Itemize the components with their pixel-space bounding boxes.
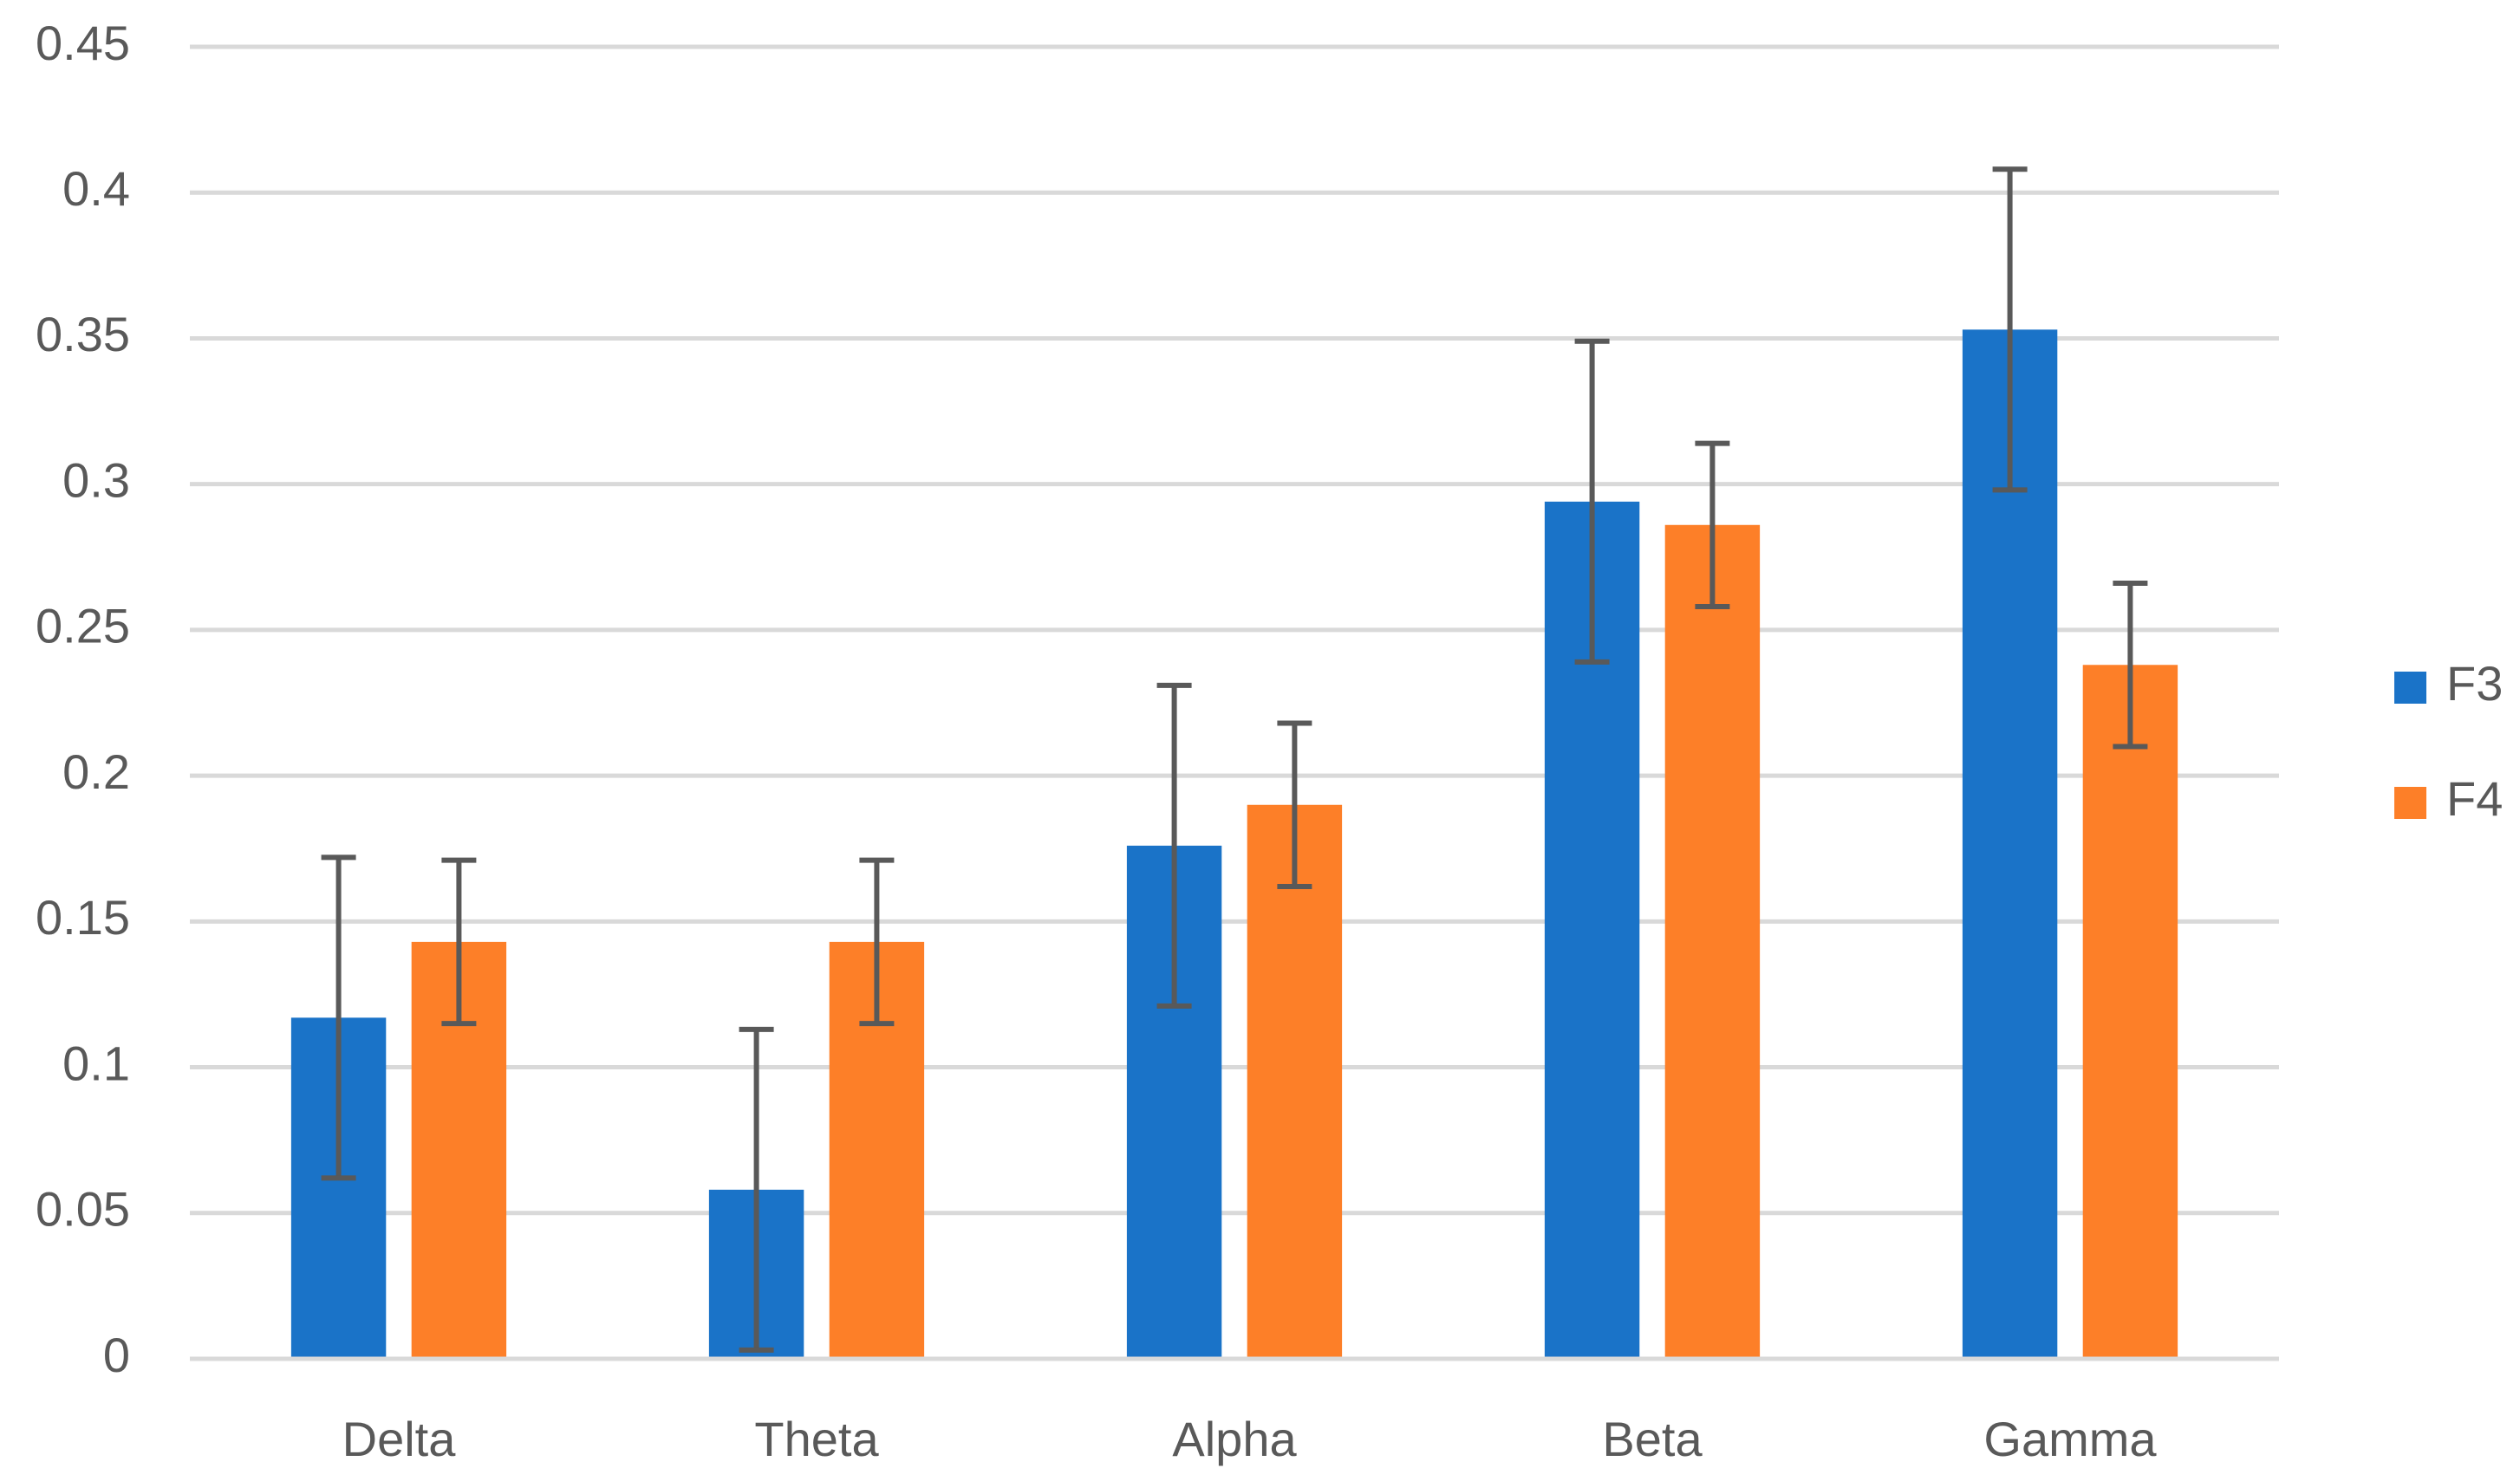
- y-tick-label: 0.3: [62, 452, 130, 507]
- x-tick-label: Delta: [342, 1412, 457, 1466]
- error-bar: [739, 1026, 774, 1353]
- error-bar: [1695, 440, 1730, 609]
- y-tick-label: 0.15: [36, 890, 130, 945]
- error-bar: [859, 857, 895, 1027]
- bar: [2082, 665, 2178, 1359]
- bar: [1962, 329, 2058, 1360]
- y-tick-label: 0.45: [36, 16, 130, 70]
- y-tick-label: 0.2: [62, 744, 130, 799]
- legend-swatch: [2394, 672, 2426, 704]
- error-bar: [1277, 720, 1312, 889]
- y-tick-label: 0.1: [62, 1036, 130, 1090]
- error-bar: [1992, 166, 2028, 493]
- x-tick-label: Alpha: [1172, 1412, 1297, 1466]
- x-tick-label: Gamma: [1983, 1412, 2157, 1466]
- error-bar: [2113, 581, 2148, 750]
- y-tick-label: 0.35: [36, 307, 130, 361]
- x-tick-label: Theta: [754, 1412, 879, 1466]
- y-tick-label: 0.4: [62, 161, 130, 216]
- legend-label: F4: [2446, 771, 2503, 826]
- error-bar: [321, 854, 356, 1181]
- error-bar: [1574, 338, 1610, 665]
- y-tick-label: 0.05: [36, 1182, 130, 1237]
- y-tick-label: 0: [103, 1328, 130, 1382]
- legend-swatch: [2394, 787, 2426, 819]
- error-bar: [441, 857, 477, 1027]
- bar: [1664, 524, 1761, 1359]
- bar: [1247, 804, 1343, 1359]
- y-tick-label: 0.25: [36, 599, 130, 653]
- legend-label: F3: [2446, 656, 2503, 711]
- x-tick-label: Beta: [1602, 1412, 1703, 1466]
- error-bar: [1156, 682, 1192, 1009]
